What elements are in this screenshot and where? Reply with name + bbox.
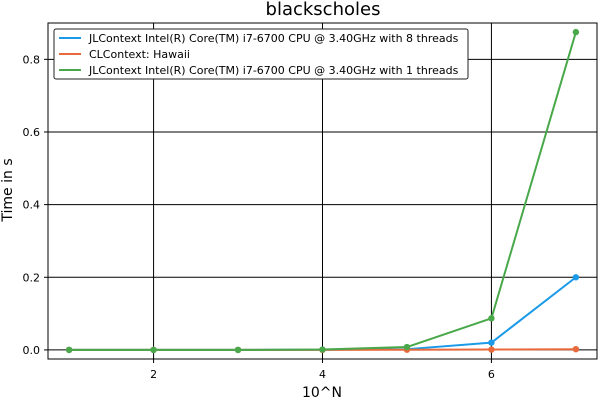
y-axis-label: Time in s	[0, 158, 16, 222]
data-point	[65, 346, 73, 354]
y-tick-label: 0.6	[23, 126, 41, 139]
data-point	[572, 28, 580, 36]
legend-label: JLContext Intel(R) Core(TM) i7-6700 CPU …	[88, 64, 459, 77]
data-point	[319, 346, 326, 353]
series-group	[65, 28, 580, 354]
data-point	[488, 315, 495, 322]
y-tick-label: 0.0	[23, 344, 41, 357]
axes	[44, 22, 598, 363]
data-point	[488, 346, 495, 353]
legend-label: JLContext Intel(R) Core(TM) i7-6700 CPU …	[88, 32, 459, 45]
data-point	[234, 346, 242, 354]
x-axis-label: 10^N	[302, 385, 342, 400]
data-point	[150, 346, 157, 354]
y-tick-label: 0.2	[23, 271, 41, 284]
chart-title: blackscholes	[266, 0, 381, 20]
legend-label: CLContext: Hawaii	[89, 48, 190, 61]
x-tick-label: 4	[319, 368, 326, 381]
data-point	[403, 343, 411, 351]
legend-box	[53, 28, 469, 80]
x-tick-label: 6	[488, 368, 495, 381]
x-tick-label: 2	[150, 368, 157, 381]
y-tick-label: 0.8	[23, 53, 41, 66]
data-point	[488, 339, 495, 346]
data-point	[572, 345, 580, 353]
tick-labels: 2 4 6 0.0 0.2 0.4 0.6 0.8	[23, 53, 495, 381]
data-point	[572, 274, 580, 281]
y-tick-label: 0.4	[23, 199, 41, 212]
series-lines	[65, 28, 580, 354]
legend: JLContext Intel(R) Core(TM) i7-6700 CPU …	[53, 28, 469, 80]
